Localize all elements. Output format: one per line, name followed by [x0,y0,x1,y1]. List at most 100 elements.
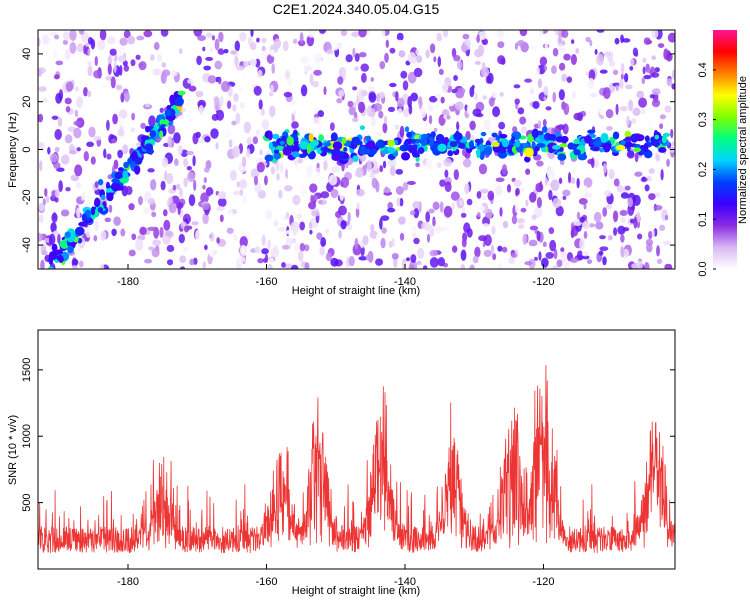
heatmap-cell [575,47,580,54]
heatmap-cell [368,92,377,103]
heatmap-cell [410,254,417,263]
heatmap-cell [323,160,328,171]
heatmap-cell [466,104,473,115]
heatmap-cell [492,106,501,118]
heatmap-cell [54,34,60,40]
heatmap-cell [514,98,520,105]
colorbar-tick-label: 0.2 [697,162,709,177]
heatmap-cell [554,30,559,35]
heatmap-cell [108,204,113,213]
heatmap-cell [416,55,423,63]
heatmap-cell [270,166,276,175]
heatmap-cell [169,94,176,105]
heatmap-cell [306,144,311,155]
heatmap-cell [495,135,501,141]
heatmap-cell [192,132,199,145]
x-tick-label: -160 [255,576,277,588]
heatmap-cell [100,230,107,241]
heatmap-cell [477,205,485,212]
heatmap-cell [624,130,632,139]
heatmap-cell [161,157,169,168]
heatmap-cell [391,237,395,248]
heatmap-cell [354,66,359,71]
heatmap-cell [128,172,138,182]
heatmap-cell [234,55,239,67]
heatmap-cell [109,48,117,56]
heatmap-cell [354,53,360,62]
heatmap-cell [122,170,128,179]
heatmap-cell [87,61,92,66]
heatmap-cell [560,251,568,263]
heatmap-cell [303,244,310,252]
heatmap-cell [281,176,287,182]
heatmap-cell [246,136,252,146]
heatmap-cell [219,214,224,223]
heatmap-cell [627,203,635,216]
heatmap-cell [391,252,399,260]
heatmap-cell [648,193,656,201]
heatmap-cell [340,219,347,230]
heatmap-cell [81,31,89,43]
heatmap-cell [596,30,605,33]
heatmap-cell [478,163,488,175]
heatmap-cell [583,231,588,239]
heatmap-cell [382,160,387,169]
heatmap-cell [651,72,660,78]
heatmap-cell [57,117,63,127]
colorbar-tick-label: 0.3 [697,112,709,127]
heatmap-cell [520,126,527,134]
heatmap-cell [330,132,338,142]
x-tick-label: -160 [255,276,277,288]
heatmap-cell [378,110,384,119]
heatmap-cell [370,224,375,233]
heatmap-cell [664,263,673,269]
heatmap-cell [249,57,257,67]
heatmap-cell [369,107,376,118]
heatmap-cell [627,197,634,208]
heatmap-cell [230,50,237,55]
heatmap-cell [482,223,490,228]
heatmap-cell [566,76,573,83]
heatmap-cell [524,147,534,158]
heatmap-cell [464,183,470,194]
heatmap-cell [561,40,566,46]
heatmap-cell [62,31,70,41]
heatmap-cell [42,97,48,103]
heatmap-cell [529,225,539,231]
heatmap-cell [75,182,82,189]
heatmap-cell [278,189,283,199]
heatmap-cell [192,155,196,167]
heatmap-cell [101,82,107,91]
heatmap-cell [160,30,169,37]
heatmap-cell [616,184,623,193]
heatmap-cell [613,178,620,187]
heatmap-cell [379,61,386,70]
heatmap-cell [614,37,620,45]
y-tick-label: -20 [21,189,33,205]
heatmap-cell [652,141,660,147]
heatmap-cell [573,138,580,145]
heatmap-cell [111,228,117,237]
heatmap-cell [341,68,345,74]
heatmap-cell [233,233,238,241]
heatmap-cell [612,210,619,223]
heatmap-cell [228,209,234,219]
heatmap-cell [135,54,141,60]
heatmap-cell [272,133,280,140]
heatmap-cell [425,49,430,59]
heatmap-cell [183,246,188,252]
heatmap-cell [296,213,302,220]
heatmap-cell [371,177,378,189]
heatmap-cell [78,30,85,35]
heatmap-cell [232,104,237,112]
heatmap-cell [285,211,290,220]
heatmap-cell [345,54,353,63]
heatmap-cell [663,48,669,60]
heatmap-cell [571,39,575,44]
heatmap-cell [437,256,446,267]
heatmap-cell [159,107,164,113]
heatmap-cell [308,221,312,230]
heatmap-cell [355,169,364,178]
heatmap-cell [430,131,436,138]
heatmap-cell [323,86,327,96]
